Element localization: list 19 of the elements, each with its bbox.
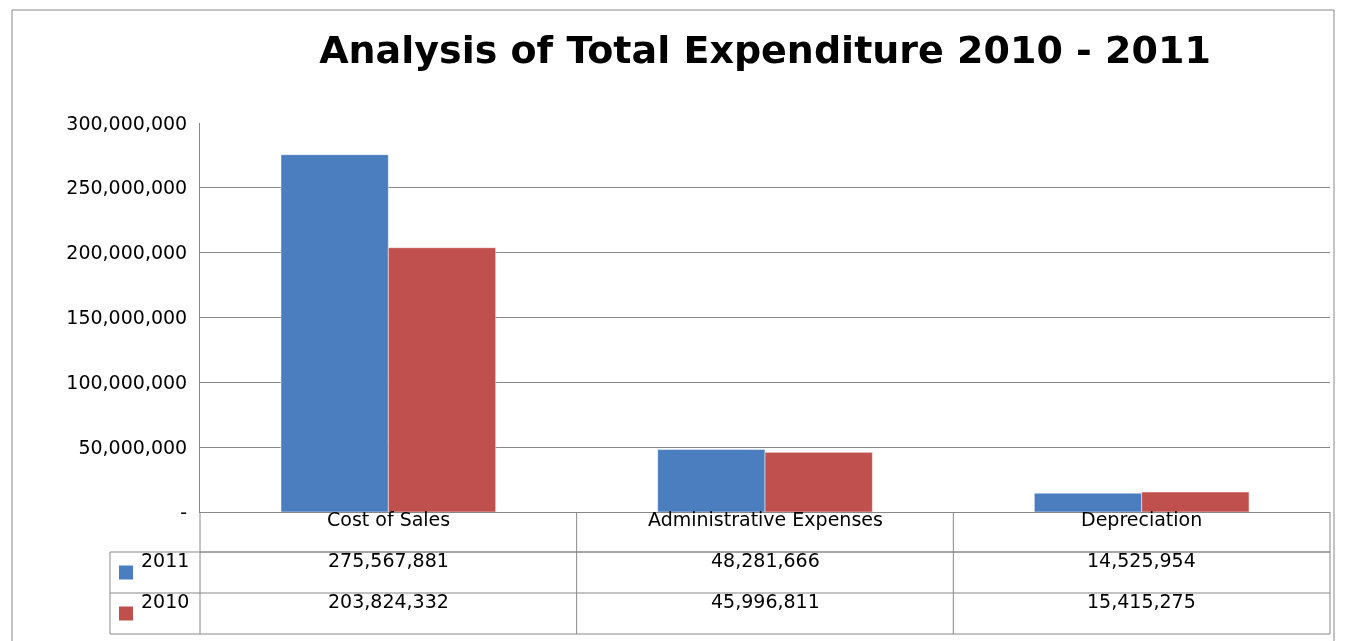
data-label: 275,567,881 [328,549,449,571]
data-label: 15,415,275 [1087,590,1196,612]
y-tick-label: 100,000,000 [66,370,188,393]
x-tick-label: Administrative Expenses [648,508,883,530]
legend-label: 2010 [141,590,190,612]
chart-title: Analysis of Total Expenditure 2010 - 2011 [319,28,1211,73]
y-tick-label: 50,000,000 [78,435,188,458]
legend-label: 2011 [141,549,190,571]
data-label: 203,824,332 [328,590,449,612]
y-tick-label: 200,000,000 [66,241,188,264]
x-tick-label: Depreciation [1081,508,1203,530]
y-tick-label: 250,000,000 [66,176,188,199]
y-tick-label: 300,000,000 [66,111,188,134]
y-tick-label: - [180,500,188,523]
data-label: 45,996,811 [711,590,820,612]
y-tick-label: 150,000,000 [66,306,188,329]
x-tick-label: Cost of Sales [327,508,451,530]
data-label: 14,525,954 [1087,549,1196,571]
data-label: 48,281,666 [711,549,820,571]
